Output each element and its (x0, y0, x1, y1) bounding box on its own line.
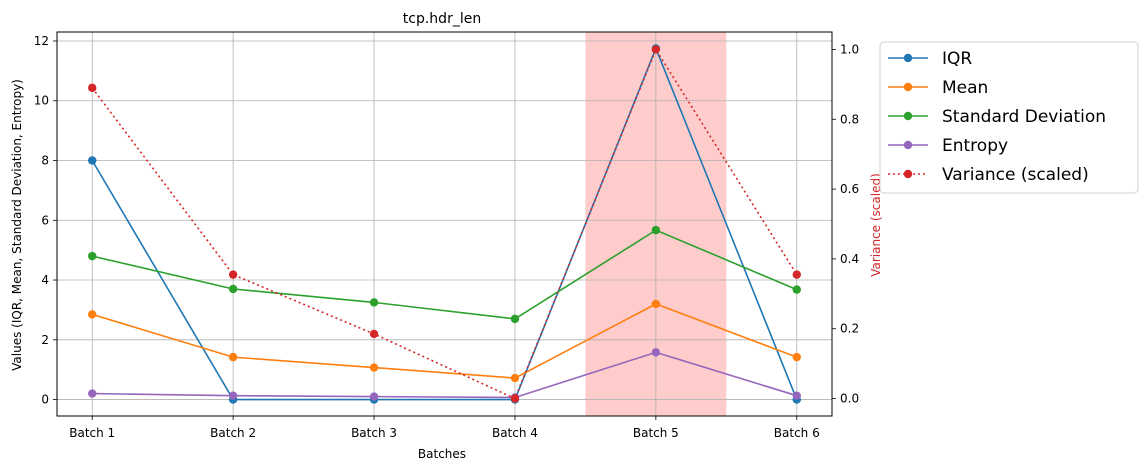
series-point-0 (88, 156, 97, 165)
legend-swatch-marker (903, 53, 913, 63)
legend-label: Standard Deviation (942, 107, 1106, 127)
y-tick-label: 12 (34, 34, 49, 48)
legend-label: Mean (942, 78, 988, 98)
legend-label: Entropy (942, 136, 1008, 156)
series-point-2 (651, 225, 661, 235)
y-axis-label: Values (IQR, Mean, Standard Deviation, E… (10, 79, 24, 371)
series-point-3 (88, 389, 97, 398)
plot-frame (56, 31, 833, 417)
series-point-1 (510, 373, 520, 383)
y2-tick-label: 0.8 (840, 112, 859, 126)
legend: IQR Mean Standard Deviation Entropy Variance… (879, 41, 1139, 194)
y-tick-label: 6 (41, 213, 49, 227)
axis-layer: Batch 1 Batch 2 Batch 3 Batch 4 Batch 5 Batch… (34, 34, 859, 440)
series-point-2 (510, 314, 520, 324)
series-point-3 (651, 348, 661, 357)
series-line-2 (92, 229, 798, 320)
y-tick-label: 0 (41, 393, 49, 407)
series-point-3 (792, 391, 801, 400)
legend-swatch-marker (903, 140, 913, 150)
series-point-4 (792, 270, 801, 279)
series-point-1 (88, 310, 97, 319)
y2-tick-label: 0.0 (840, 392, 859, 406)
series-point-4 (651, 45, 661, 54)
series-line-1 (91, 303, 798, 379)
x-tick-label: Batch 3 (351, 426, 397, 440)
series-point-4 (88, 83, 97, 93)
y-tick-label: 8 (41, 153, 49, 167)
y2-tick-label: 1.0 (840, 42, 859, 56)
series-point-3 (369, 392, 379, 401)
series-point-4 (228, 270, 238, 279)
legend-swatch-marker (903, 169, 913, 179)
x-tick-label: Batch 4 (492, 426, 538, 440)
series-line-3 (92, 351, 798, 399)
series-point-2 (88, 251, 97, 261)
series-point-1 (369, 363, 379, 372)
x-tick-label: Batch 2 (210, 426, 256, 440)
series-point-4 (510, 394, 520, 403)
y2-tick-label: 0.2 (840, 322, 859, 336)
series-layer (88, 44, 801, 404)
x-tick-label: Batch 6 (774, 426, 820, 440)
series-point-2 (228, 284, 238, 294)
x-tick-label: Batch 5 (633, 426, 679, 440)
y2-axis-label: Variance (scaled) (869, 173, 883, 277)
y-tick-label: 10 (34, 94, 49, 108)
y-tick-label: 2 (41, 333, 49, 347)
legend-box (879, 41, 1139, 194)
series-point-1 (228, 352, 238, 362)
legend-label: IQR (942, 49, 972, 69)
series-point-3 (228, 391, 238, 400)
legend-swatch-marker (903, 111, 913, 121)
legend-swatch-marker (903, 82, 913, 92)
series-point-4 (369, 329, 379, 339)
series-point-1 (651, 299, 661, 309)
x-tick-label: Batch 1 (69, 426, 115, 440)
series-point-1 (792, 352, 801, 362)
legend-label: Variance (scaled) (942, 165, 1089, 185)
chart-title: tcp.hdr_len (403, 11, 481, 27)
y-tick-label: 4 (41, 273, 49, 287)
series-point-2 (792, 285, 801, 294)
series-line-0 (91, 46, 798, 401)
series-point-2 (369, 298, 379, 307)
y2-tick-label: 0.4 (840, 252, 859, 266)
x-axis-label: Batches (418, 447, 466, 461)
y2-tick-label: 0.6 (840, 182, 859, 196)
